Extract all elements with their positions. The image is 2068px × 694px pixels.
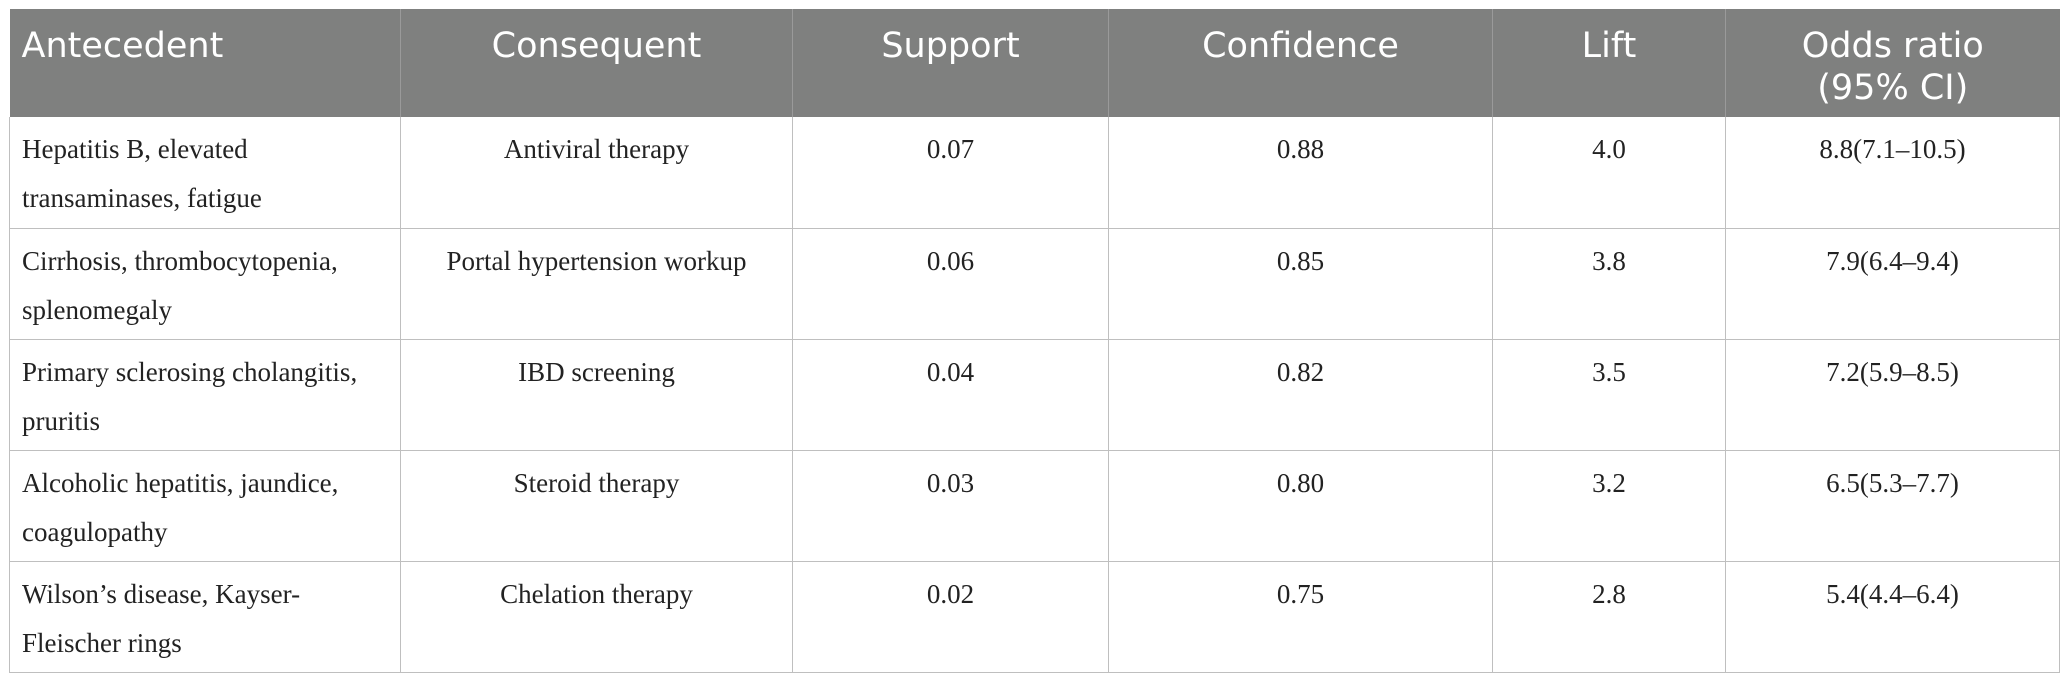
cell-odds-ratio: 6.5(5.3–7.7)	[1725, 450, 2060, 562]
cell-antecedent: Alcoholic hepatitis, jaundice, coagulopat…	[9, 450, 401, 562]
header-row: Antecedent Consequent Support Confidence…	[9, 9, 2060, 117]
cell-lift: 3.2	[1492, 450, 1726, 562]
antecedent-line2: transaminases, fatigue	[22, 183, 262, 213]
antecedent-line1: Primary sclerosing cholangitis,	[22, 356, 358, 387]
cell-support: 0.03	[792, 450, 1109, 562]
cell-support: 0.06	[792, 228, 1109, 340]
cell-lift: 3.8	[1492, 228, 1726, 340]
header-antecedent: Antecedent	[9, 9, 401, 117]
antecedent-line2: pruritis	[22, 405, 100, 436]
header-confidence: Confidence	[1108, 9, 1493, 117]
cell-support: 0.04	[792, 339, 1109, 451]
cell-consequent: IBD screening	[400, 339, 793, 451]
cell-odds-ratio: 8.8(7.1–10.5)	[1725, 117, 2060, 229]
cell-lift: 2.8	[1492, 561, 1726, 673]
association-rules-table: Antecedent Consequent Support Confidence…	[9, 9, 2060, 673]
cell-confidence: 0.85	[1108, 228, 1493, 340]
header-odds-ratio-line2: (95% CI)	[1817, 68, 1969, 108]
header-odds-ratio: Odds ratio (95% CI)	[1725, 9, 2060, 117]
cell-confidence: 0.80	[1108, 450, 1493, 562]
cell-odds-ratio: 5.4(4.4–6.4)	[1725, 561, 2060, 673]
antecedent-line1: Alcoholic hepatitis, jaundice,	[22, 467, 339, 498]
antecedent-line1: Cirrhosis, thrombocytopenia,	[22, 245, 338, 276]
table-body: Hepatitis B, elevated transaminases, fati…	[9, 117, 2060, 673]
antecedent-line2: Fleischer rings	[22, 627, 182, 658]
cell-confidence: 0.88	[1108, 117, 1493, 229]
cell-odds-ratio: 7.2(5.9–8.5)	[1725, 339, 2060, 451]
table-row: Primary sclerosing cholangitis, pruritis …	[9, 339, 2060, 451]
cell-consequent: Steroid therapy	[400, 450, 793, 562]
cell-antecedent: Primary sclerosing cholangitis, pruritis	[9, 339, 401, 451]
antecedent-line1: Wilson’s disease, Kayser-	[22, 578, 301, 609]
cell-confidence: 0.82	[1108, 339, 1493, 451]
header-consequent: Consequent	[400, 9, 793, 117]
table-row: Alcoholic hepatitis, jaundice, coagulopat…	[9, 450, 2060, 562]
cell-antecedent: Cirrhosis, thrombocytopenia, splenomegaly	[9, 228, 401, 340]
antecedent-line2: splenomegaly	[22, 294, 172, 325]
cell-lift: 4.0	[1492, 117, 1726, 229]
header-support: Support	[792, 9, 1109, 117]
cell-odds-ratio: 7.9(6.4–9.4)	[1725, 228, 2060, 340]
association-rules-table-container: Antecedent Consequent Support Confidence…	[9, 9, 2060, 673]
table-row: Cirrhosis, thrombocytopenia, splenomegaly…	[9, 228, 2060, 340]
cell-consequent: Portal hypertension workup	[400, 228, 793, 340]
cell-lift: 3.5	[1492, 339, 1726, 451]
cell-antecedent: Hepatitis B, elevated transaminases, fati…	[9, 117, 401, 229]
antecedent-line2: coagulopathy	[22, 516, 168, 547]
cell-consequent: Antiviral therapy	[400, 117, 793, 229]
cell-consequent: Chelation therapy	[400, 561, 793, 673]
antecedent-line1: Hepatitis B, elevated	[22, 134, 248, 164]
cell-confidence: 0.75	[1108, 561, 1493, 673]
cell-antecedent: Wilson’s disease, Kayser- Fleischer rings	[9, 561, 401, 673]
header-odds-ratio-line1: Odds ratio	[1801, 26, 1984, 66]
header-lift: Lift	[1492, 9, 1726, 117]
table-row: Hepatitis B, elevated transaminases, fati…	[9, 117, 2060, 229]
table-header: Antecedent Consequent Support Confidence…	[9, 9, 2060, 117]
cell-support: 0.02	[792, 561, 1109, 673]
cell-support: 0.07	[792, 117, 1109, 229]
table-row: Wilson’s disease, Kayser- Fleischer rings…	[9, 561, 2060, 673]
